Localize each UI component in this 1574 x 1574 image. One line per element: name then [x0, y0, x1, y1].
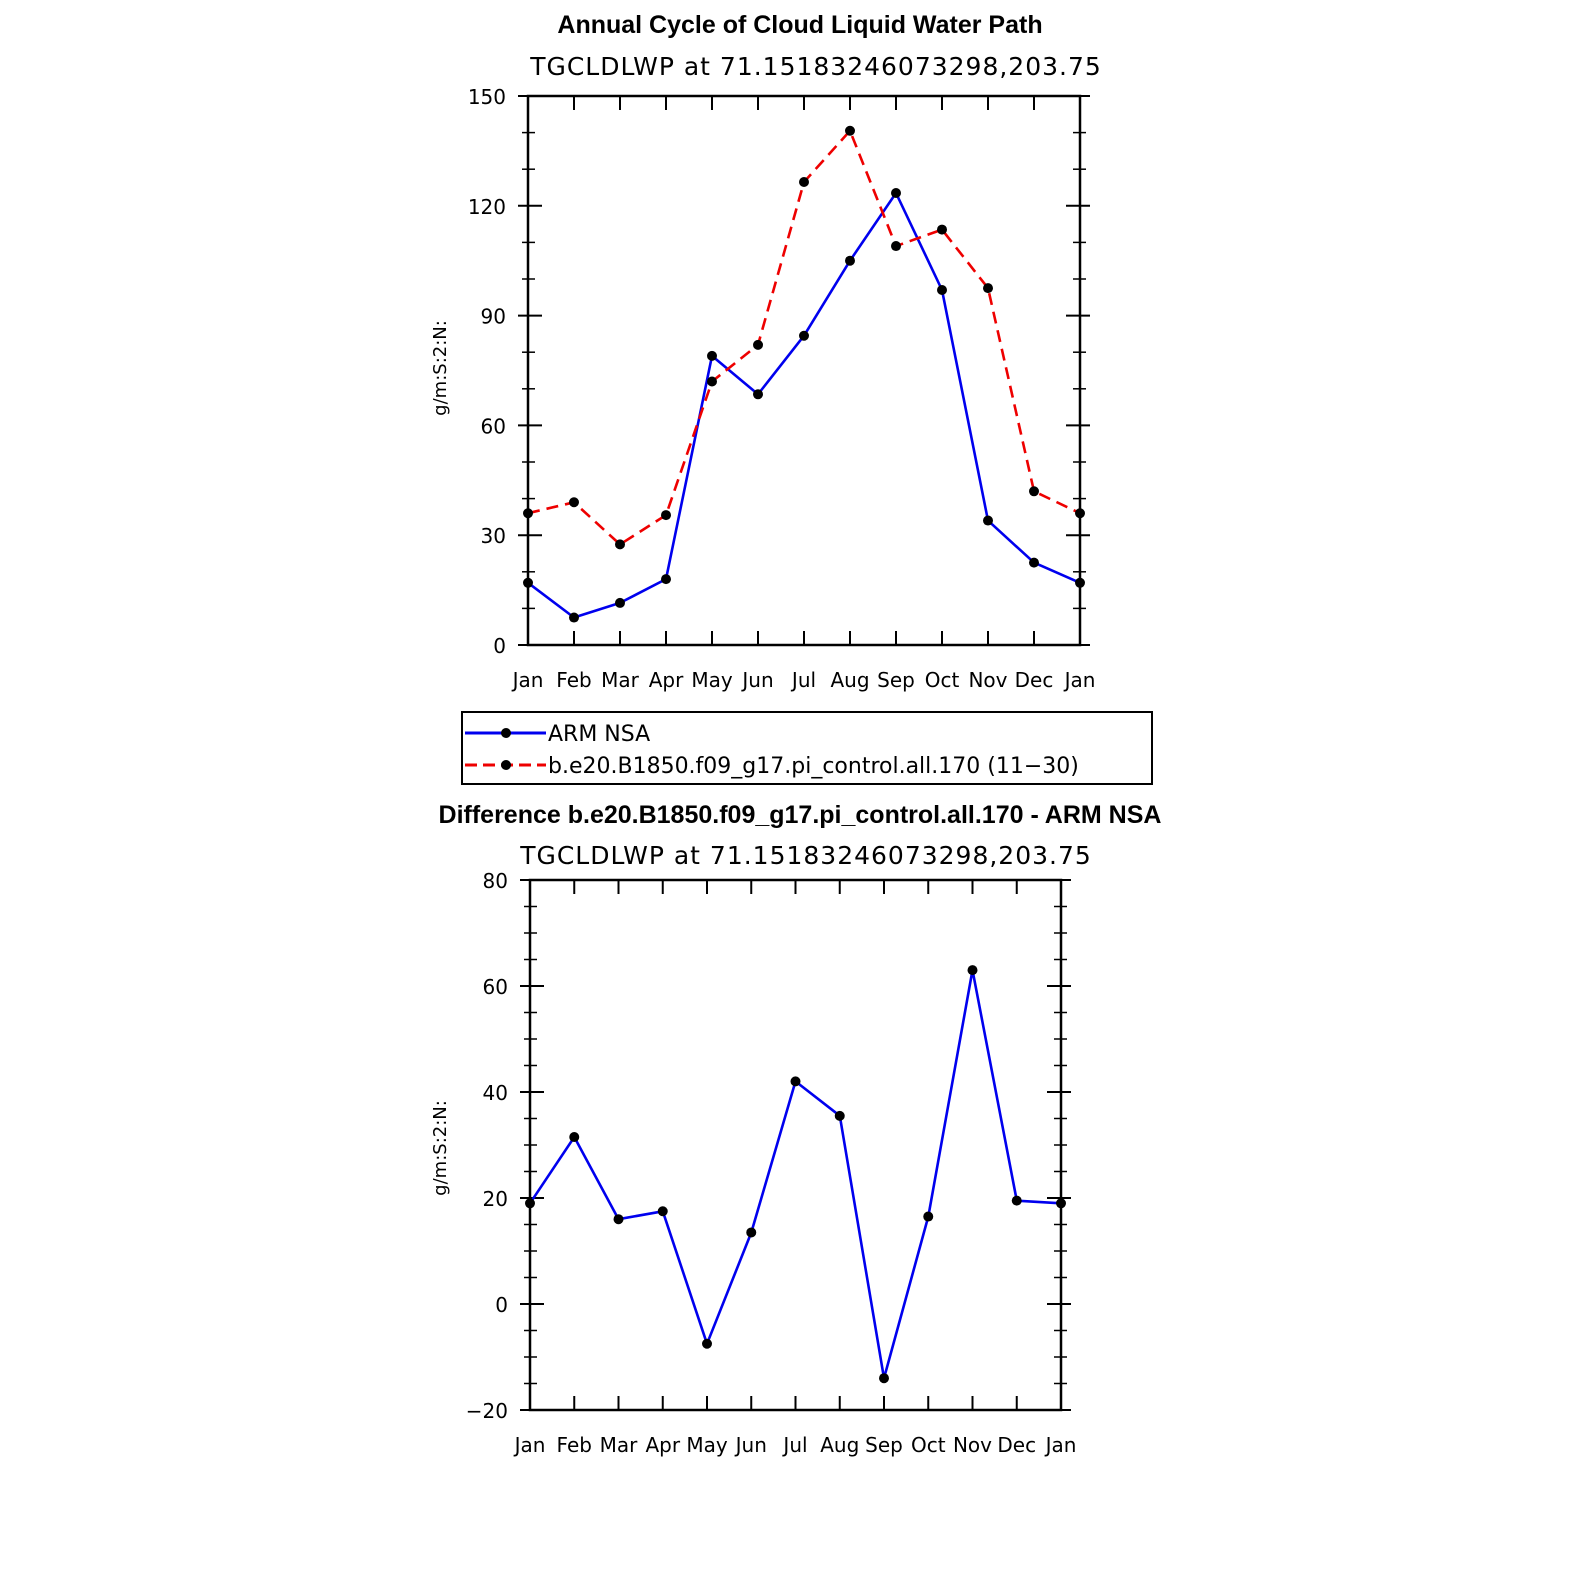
chart-2-series-0-point [525, 1198, 535, 1209]
chart-1-x-tick-label: Sep [877, 668, 915, 692]
chart-1-y-tick-label: 90 [481, 305, 506, 329]
chart-1-series-0-point [1029, 557, 1039, 568]
chart-1-series-0-point [661, 574, 671, 585]
chart-1-x-tick-label: Dec [1015, 668, 1054, 692]
chart-1-y-tick-label: 150 [468, 85, 506, 109]
chart-2-x-tick-label: Aug [820, 1433, 859, 1457]
chart-1-x-tick-label: Aug [830, 668, 869, 692]
chart-1-series-1-point [891, 241, 901, 252]
chart-1-series-0-point [569, 612, 579, 623]
chart-2-series-0-point [967, 965, 978, 976]
chart-1-series-0-point [753, 389, 763, 400]
legend-marker-model [501, 760, 511, 770]
chart-1-x-tick-label: Apr [649, 668, 684, 692]
chart-1-x-tick-label: Mar [601, 668, 640, 692]
chart-1-series-1-point [983, 283, 993, 294]
chart-1-series-0-point [523, 577, 533, 588]
chart-1-series-0-line [527, 191, 1081, 619]
chart-1-series-1-point [1075, 508, 1085, 519]
chart-1-series-1-point [1029, 486, 1039, 497]
chart-2-x-tick-label: May [686, 1433, 728, 1457]
chart-2-x-tick-label: Jul [781, 1433, 807, 1457]
chart-1-x-tick-label: Jul [790, 668, 816, 692]
chart-2-series-0-point [1056, 1198, 1066, 1209]
chart-1-series-0-point [1075, 577, 1085, 588]
chart-1-series-0-point [707, 350, 717, 361]
chart-1-series-0-point [983, 515, 993, 526]
chart-1-y-tick-label: 30 [481, 524, 506, 548]
chart-2-x-tick-label: Sep [865, 1433, 903, 1457]
chart-2-series-0-point [613, 1214, 624, 1225]
chart-1-y-tick-label: 60 [481, 414, 506, 438]
chart-2-series-0-point [657, 1206, 668, 1217]
chart-2-frame [528, 878, 1063, 1412]
chart-2-plot: Jan Feb Mar Apr May Jun Jul Aug Sep Oct Nov Dec Jan−… [466, 869, 1077, 1457]
chart-1-legend: ARM NSA b.e20.B1850.f09_g17.pi_control.a… [461, 711, 1153, 785]
chart-1-series-0-point [845, 255, 855, 266]
chart-1-x-tick-label: Jan [511, 668, 544, 692]
chart-1-series-1-point [569, 497, 579, 508]
chart-1-series-1-point [845, 125, 855, 136]
chart-1-series-0-point [799, 330, 809, 341]
chart-1-subtitle: TGCLDLWP at 71.15183246073298,203.75 [529, 52, 1102, 81]
chart-1-series-1-point [753, 339, 763, 350]
chart-2-y-axis-label: g/m:S:2:N: [430, 1100, 451, 1196]
chart-2-series-0-point [702, 1338, 712, 1349]
chart-2-series-0-point [1011, 1195, 1022, 1206]
chart-2-series-0-point [879, 1373, 889, 1384]
chart-1-y-axis-label: g/m:S:2:N: [430, 320, 451, 416]
legend-box [461, 711, 1153, 785]
chart-2-x-tick-label: Jun [734, 1433, 767, 1457]
chart-2-y-tick-label: 80 [483, 869, 508, 893]
chart-2-series-0-point [834, 1110, 845, 1121]
chart-2-series-0-point [569, 1132, 580, 1143]
chart-1-series-1-point [707, 376, 717, 387]
chart-2-x-tick-label: Apr [645, 1433, 680, 1457]
chart-1-series-1-point [661, 510, 671, 521]
chart-1-y-tick-label: 120 [468, 195, 506, 219]
chart-2-series-0-point [790, 1076, 801, 1087]
chart-2-title: Difference b.e20.B1850.f09_g17.pi_contro… [439, 801, 1162, 829]
chart-2-x-tick-label: Mar [600, 1433, 639, 1457]
chart-2-series-0-point [746, 1227, 757, 1238]
chart-1-series-0-point [937, 284, 947, 295]
chart-1-series-1-point [615, 539, 625, 550]
chart-2-y-tick-label: 60 [483, 975, 508, 999]
chart-2-x-tick-label: Feb [557, 1433, 592, 1457]
legend-label-model: b.e20.B1850.f09_g17.pi_control.all.170 (… [548, 754, 1079, 779]
legend-label-obs: ARM NSA [548, 722, 650, 747]
chart-2-x-tick-label: Oct [911, 1433, 946, 1457]
chart-2-y-tick-label: −20 [466, 1399, 508, 1423]
chart-2-y-tick-label: 40 [483, 1081, 508, 1105]
chart-2-series-0-line [528, 968, 1062, 1380]
chart-1-x-tick-label: Nov [968, 668, 1007, 692]
chart-2-subtitle: TGCLDLWP at 71.15183246073298,203.75 [519, 841, 1092, 870]
chart-2-x-tick-label: Nov [953, 1433, 992, 1457]
chart-1-x-tick-label: Feb [556, 668, 591, 692]
legend-marker-obs [501, 728, 511, 738]
chart-1-x-tick-label: Jan [1063, 668, 1096, 692]
chart-1-x-tick-label: May [691, 668, 733, 692]
chart-1-plot: Jan Feb Mar Apr May Jun Jul Aug Sep Oct Nov Dec Jan0… [468, 85, 1096, 692]
chart-1-y-tick-label: 0 [493, 634, 506, 658]
chart-1-title: Annual Cycle of Cloud Liquid Water Path [557, 11, 1042, 39]
chart-1-x-tick-label: Jun [740, 668, 773, 692]
chart-2-x-tick-label: Jan [1044, 1433, 1077, 1457]
chart-1-series-1-point [937, 224, 947, 235]
chart-2-x-tick-label: Jan [513, 1433, 546, 1457]
chart-2-y-tick-label: 0 [495, 1293, 508, 1317]
chart-1-series-1-point [799, 177, 809, 188]
chart-1-x-tick-label: Oct [925, 668, 960, 692]
chart-1-series-0-point [891, 187, 901, 198]
chart-2-x-tick-label: Dec [997, 1433, 1036, 1457]
chart-1-series-0-point [615, 597, 625, 608]
chart-2-series-0-point [923, 1211, 934, 1222]
chart-2-y-tick-label: 20 [483, 1187, 508, 1211]
chart-1-series-1-point [523, 508, 533, 519]
